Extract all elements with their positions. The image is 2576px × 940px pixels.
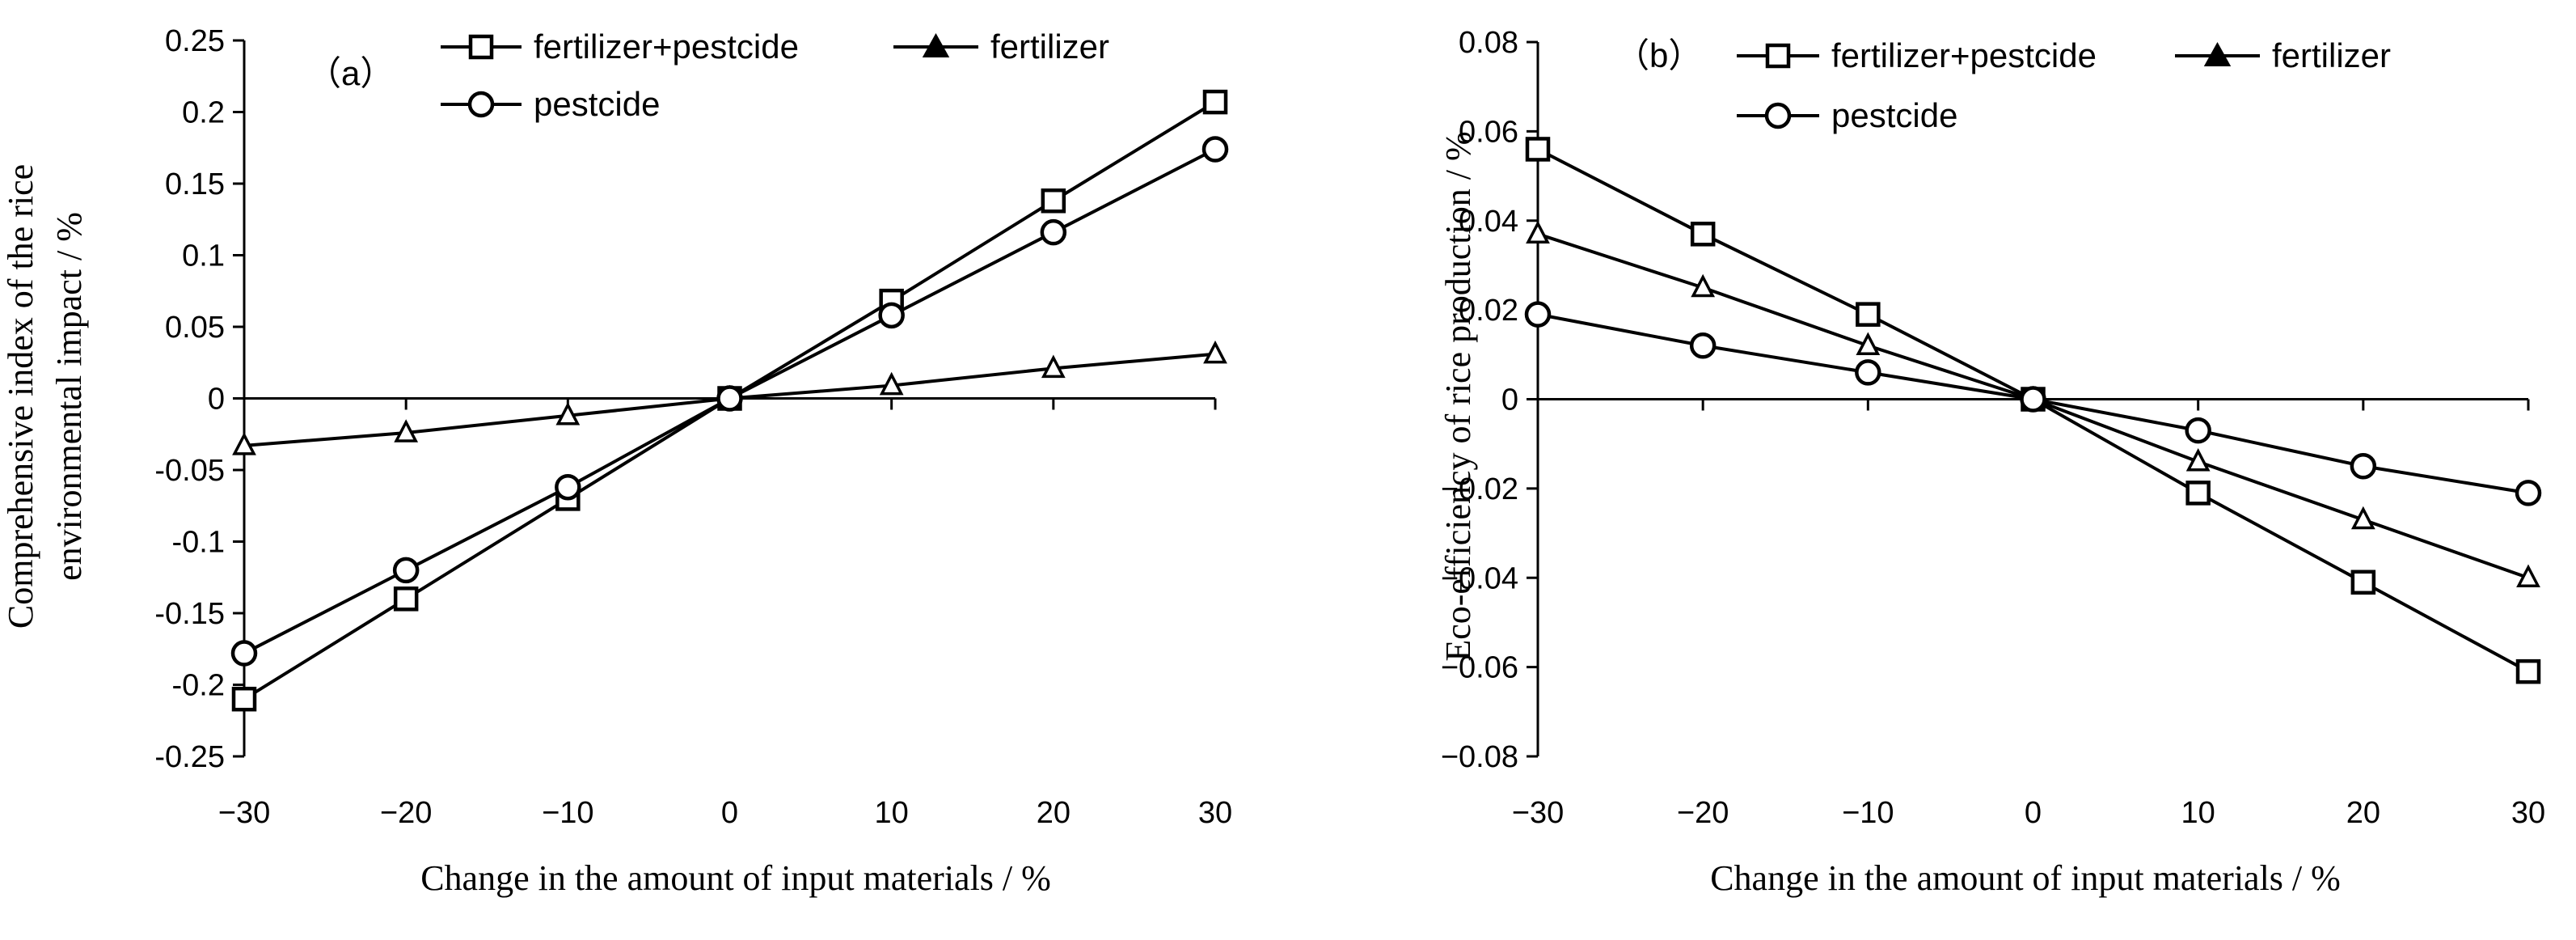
x-tick-label: 20	[2346, 796, 2380, 830]
y-tick-label: 0.06	[1459, 115, 1518, 149]
legend-label: fertilizer+pestcide	[1831, 36, 2097, 74]
data-point	[1691, 273, 1716, 298]
data-point	[1525, 137, 1551, 162]
x-tick-label: −20	[1677, 796, 1729, 830]
data-point	[2350, 506, 2375, 530]
data-point	[1041, 354, 1066, 379]
data-point	[1526, 220, 1550, 244]
data-point	[555, 401, 581, 426]
data-point	[1201, 136, 1229, 163]
data-point	[1856, 302, 1881, 327]
data-point	[393, 586, 419, 612]
data-point	[1690, 222, 1716, 247]
x-tick-label: 10	[875, 796, 909, 830]
data-point	[716, 385, 743, 412]
x-tick-label: −10	[542, 796, 593, 830]
y-tick-label: 0.15	[165, 167, 225, 201]
chart-panel-a: -0.25 -0.2 -0.15 -0.1 -0.05 0 0.05 0.1 0.15 0.2 0.…	[1, 24, 1232, 898]
y-tick-label: 0.08	[1459, 26, 1518, 60]
data-point	[2515, 658, 2541, 684]
data-point	[231, 686, 257, 712]
y-tick-label: −0.08	[1441, 740, 1518, 774]
x-tick-label: 10	[2181, 796, 2215, 830]
legend: fertilizer+pestcide fertilizer pestcide	[1737, 36, 2391, 134]
data-point	[1856, 332, 1881, 356]
data-point	[2515, 480, 2542, 506]
data-point	[392, 557, 420, 584]
x-tick-label: −30	[218, 796, 270, 830]
x-axis-label: Change in the amount of input materials …	[420, 858, 1051, 898]
data-point	[2350, 453, 2377, 480]
data-point	[1524, 301, 1552, 328]
data-point	[2185, 481, 2211, 506]
data-point	[555, 473, 581, 501]
data-point	[878, 302, 905, 329]
y-tick-label: 0.02	[1459, 294, 1518, 328]
x-tick-label: 30	[2511, 796, 2545, 830]
y-tick-label: 0	[1501, 383, 1518, 417]
data-point	[1202, 89, 1228, 115]
data-point	[2020, 386, 2046, 413]
x-tick-label: 30	[1198, 796, 1232, 830]
data-point	[2185, 447, 2211, 472]
legend-label: fertilizer+pestcide	[534, 28, 799, 66]
chart-panel-b: −0.08 −0.06 −0.04 −0.02 0 0.02 0.04 0.06 0.08 −30…	[1438, 26, 2545, 898]
legend-marker	[922, 32, 950, 57]
data-point	[1041, 188, 1066, 214]
data-point	[1040, 218, 1067, 246]
legend-label: pestcide	[1831, 96, 1957, 134]
y-tick-label: -0.15	[154, 597, 225, 631]
y-tick-label: 0	[208, 383, 225, 417]
y-tick-label: -0.25	[154, 740, 225, 774]
legend-marker	[1765, 43, 1791, 69]
y-tick-label: 0.2	[182, 96, 225, 130]
panel-label: （b）	[1615, 36, 1702, 74]
x-tick-label: −10	[1842, 796, 1894, 830]
data-point	[879, 371, 904, 396]
y-tick-label: -0.05	[154, 454, 225, 488]
y-tick-label: -0.1	[172, 526, 225, 560]
legend-marker	[2203, 41, 2232, 66]
y-tick-label: 0.05	[165, 311, 225, 345]
y-tick-label: 0.25	[165, 24, 225, 58]
series-pestcide	[230, 136, 1229, 667]
legend-label: pestcide	[534, 85, 660, 123]
x-tick-label: 0	[721, 796, 738, 830]
y-axis-label: Comprehensive index of the rice	[1, 164, 40, 629]
y-tick-label: −0.02	[1441, 472, 1518, 506]
legend-label: fertilizer	[2272, 36, 2391, 74]
y-tick-label: −0.06	[1441, 651, 1518, 685]
data-point	[394, 419, 419, 442]
data-point	[232, 432, 256, 455]
data-point	[230, 640, 258, 667]
data-point	[2350, 570, 2376, 595]
legend-marker	[1764, 102, 1792, 129]
x-tick-label: 0	[2025, 796, 2042, 830]
legend-marker	[468, 34, 494, 60]
data-point	[1855, 359, 1881, 386]
x-tick-label: −30	[1512, 796, 1564, 830]
x-tick-label: 20	[1037, 796, 1071, 830]
y-tick-label: −0.04	[1441, 561, 1518, 595]
y-axis-label: Eco-efficiency of rice production / %	[1438, 131, 1478, 661]
legend: fertilizer+pestcide fertilizer pestcide	[441, 28, 1109, 123]
y-tick-label: 0.04	[1459, 205, 1518, 239]
x-tick-label: −20	[380, 796, 432, 830]
legend-label: fertilizer	[990, 28, 1109, 66]
legend-marker	[467, 91, 495, 118]
x-axis-label: Change in the amount of input materials …	[1710, 858, 2341, 898]
y-tick-label: -0.2	[172, 669, 225, 703]
data-point	[1203, 340, 1227, 364]
y-tick-label: 0.1	[182, 239, 225, 273]
data-point	[1689, 332, 1717, 359]
series-pestcide	[1524, 301, 2542, 506]
panel-label: （a）	[307, 54, 394, 92]
data-point	[2516, 564, 2540, 587]
data-point	[2185, 417, 2211, 444]
y-axis-label: environmental impact / %	[49, 212, 89, 581]
